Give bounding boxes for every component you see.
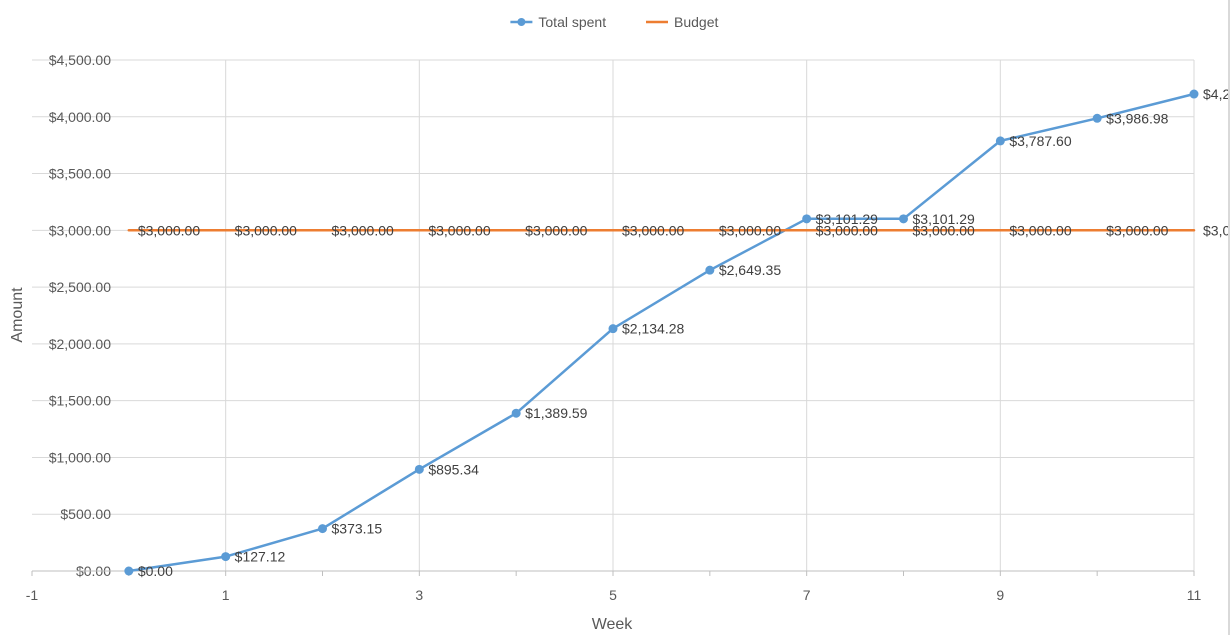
total-spent-data-label: $3,101.29 — [816, 211, 878, 227]
chart-frame-edge — [1228, 0, 1230, 635]
x-tick-label: 11 — [1187, 587, 1202, 603]
x-axis-title: Week — [592, 616, 634, 633]
legend-label-total-spent: Total spent — [538, 14, 606, 30]
total-spent-point — [221, 552, 231, 562]
y-axis-title: Amount — [9, 287, 26, 343]
total-spent-point — [899, 214, 908, 224]
total-spent-data-label: $0.00 — [138, 563, 173, 579]
x-tick-label: 1 — [222, 587, 230, 603]
total-spent-point — [1092, 113, 1102, 123]
legend-item-budget: Budget — [646, 14, 718, 30]
total-spent-data-label: $3,986.98 — [1106, 110, 1168, 126]
total-spent-point — [318, 524, 327, 534]
y-tick-label: $1,500.00 — [49, 393, 111, 409]
legend: Total spent Budget — [510, 14, 718, 30]
total-spent-data-label: $2,134.28 — [622, 321, 684, 337]
total-spent-data-label: $895.34 — [428, 461, 479, 477]
x-tick-label: 5 — [609, 587, 617, 603]
total-spent-data-label: $373.15 — [332, 521, 383, 537]
budget-data-label: $3,000.00 — [816, 222, 878, 238]
budget-data-label: $3,000.00 — [525, 222, 587, 238]
total-spent-point — [802, 214, 812, 224]
y-tick-label: $4,500.00 — [49, 52, 111, 68]
budget-data-label: $3,000 — [1203, 222, 1230, 238]
budget-data-label: $3,000.00 — [138, 222, 200, 238]
total-spent-data-label: $127.12 — [235, 549, 286, 565]
total-spent-data-label: $3,101.29 — [913, 211, 975, 227]
series — [124, 89, 1199, 576]
total-spent-line — [127, 92, 1196, 573]
total-spent-point — [414, 464, 424, 474]
total-spent-point — [608, 324, 618, 334]
y-tick-label: $2,000.00 — [49, 336, 111, 352]
axes: $0.00 $500.00 $1,000.00 $1,500.00 $2,000.00 $… — [26, 52, 1202, 603]
budget-data-label: $3,000.00 — [719, 222, 781, 238]
total-spent-data-label: $1,389.59 — [525, 405, 587, 421]
y-tick-label: $2,500.00 — [49, 279, 111, 295]
legend-marker-total-spent — [517, 18, 526, 26]
y-tick-label: $3,000.00 — [49, 222, 111, 238]
legend-label-budget: Budget — [674, 14, 718, 30]
total-spent-point — [995, 136, 1005, 146]
budget-data-label: $3,000.00 — [622, 222, 684, 238]
budget-data-label: $3,000.00 — [235, 222, 297, 238]
total-spent-point — [124, 566, 134, 576]
budget-data-label: $3,000.00 — [332, 222, 394, 238]
x-tick-label: 9 — [996, 587, 1004, 603]
budget-data-label: $3,000.00 — [428, 222, 490, 238]
x-tick-label: -1 — [26, 587, 39, 603]
y-tick-label: $4,000.00 — [49, 109, 111, 125]
total-spent-point — [705, 265, 715, 275]
budget-data-label: $3,000.00 — [1009, 222, 1071, 238]
y-tick-label: $1,000.00 — [49, 449, 111, 465]
total-spent-data-label: $3,787.60 — [1009, 133, 1071, 149]
y-tick-label: $3,500.00 — [49, 166, 111, 182]
x-tick-label: 3 — [415, 587, 423, 603]
budget-data-label: $3,000.00 — [913, 222, 975, 238]
total-spent-data-label: $2,649.35 — [719, 262, 781, 278]
total-spent-point — [511, 408, 521, 418]
x-tick-label: 7 — [803, 587, 811, 603]
legend-item-total-spent: Total spent — [510, 14, 606, 30]
total-spent-point — [1189, 89, 1199, 99]
data-labels: $0.00 $127.12 $373.15 $895.34 $1,389.59 $2,13… — [138, 86, 1230, 579]
y-tick-label: $500.00 — [60, 506, 111, 522]
budget-data-label: $3,000.00 — [1106, 222, 1168, 238]
total-spent-data-label: $4,200.38 — [1203, 86, 1230, 102]
